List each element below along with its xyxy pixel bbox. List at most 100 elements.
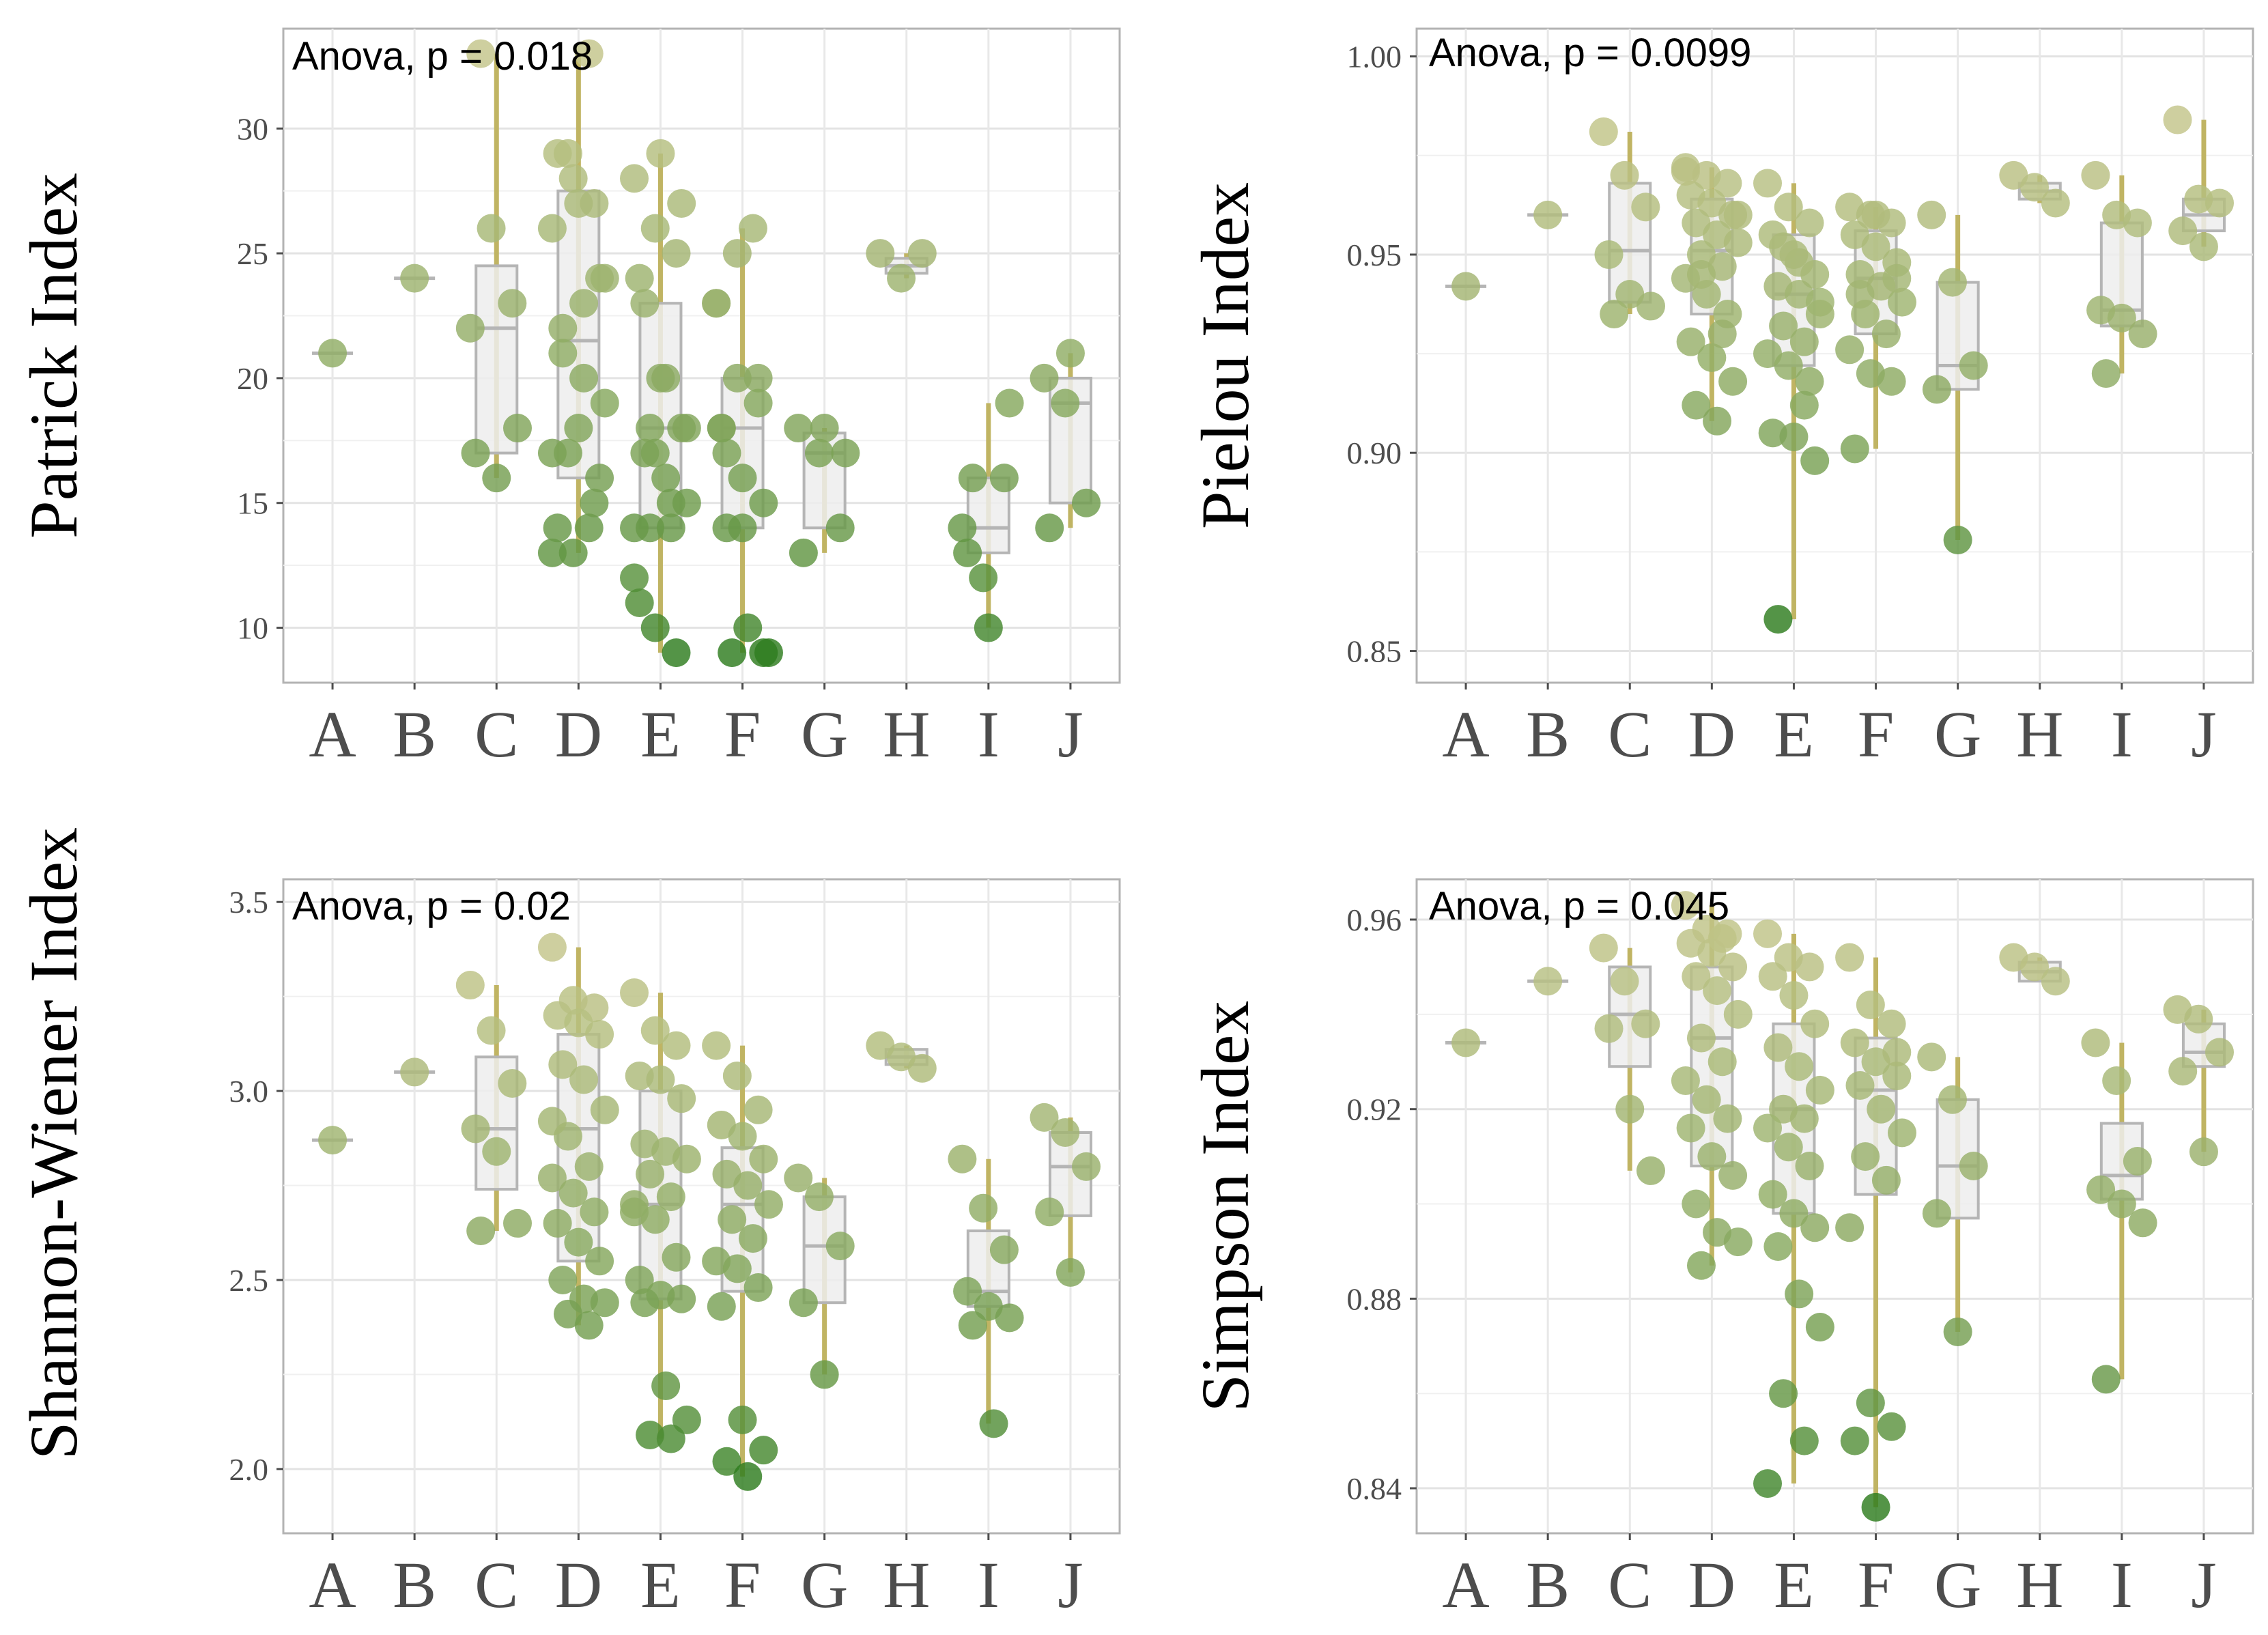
x-tick-label: D bbox=[555, 1548, 602, 1621]
data-point bbox=[1785, 1052, 1814, 1081]
data-point bbox=[2163, 105, 2192, 134]
data-point bbox=[553, 1299, 582, 1328]
data-point bbox=[558, 538, 588, 567]
y-tick-label: 0.95 bbox=[1347, 238, 1402, 272]
x-tick-label: I bbox=[978, 698, 1000, 771]
data-point bbox=[2123, 208, 2152, 238]
data-point bbox=[2205, 1038, 2234, 1067]
data-point bbox=[707, 1110, 736, 1139]
x-tick-label: H bbox=[2016, 698, 2063, 771]
data-marks bbox=[312, 933, 1101, 1491]
data-point bbox=[989, 464, 1019, 493]
data-point bbox=[1686, 1251, 1716, 1280]
data-point bbox=[580, 1197, 609, 1227]
data-point bbox=[585, 1247, 614, 1276]
y-tick-label: 3.5 bbox=[229, 885, 269, 920]
data-point bbox=[1999, 160, 2028, 190]
data-point bbox=[651, 1371, 681, 1401]
data-point bbox=[1882, 1038, 1912, 1067]
x-tick-label: E bbox=[1774, 698, 1814, 771]
data-point bbox=[1035, 513, 1064, 543]
data-point bbox=[1072, 1152, 1101, 1181]
data-point bbox=[728, 513, 757, 543]
data-point bbox=[548, 1265, 578, 1294]
data-point bbox=[1753, 339, 1783, 369]
data-point bbox=[1713, 169, 1742, 198]
data-point bbox=[1959, 1151, 1988, 1180]
data-point bbox=[831, 438, 860, 468]
data-point bbox=[553, 139, 582, 168]
data-point bbox=[784, 1163, 813, 1193]
data-point bbox=[656, 488, 685, 517]
data-point bbox=[1938, 1085, 1967, 1114]
data-point bbox=[1686, 259, 1716, 289]
data-point bbox=[887, 264, 916, 293]
x-tick-label: G bbox=[1934, 698, 1981, 771]
data-point bbox=[789, 538, 818, 567]
data-point bbox=[754, 1190, 783, 1219]
y-tick-label: 0.84 bbox=[1347, 1471, 1402, 1506]
x-tick-label: J bbox=[1058, 1548, 1083, 1621]
x-tick-label: F bbox=[724, 1548, 761, 1621]
data-point bbox=[646, 139, 675, 168]
data-point bbox=[1805, 287, 1834, 317]
data-point bbox=[1686, 1023, 1716, 1053]
data-point bbox=[953, 1277, 982, 1306]
data-point bbox=[1800, 1213, 1830, 1242]
data-point bbox=[1763, 1033, 1793, 1062]
data-point bbox=[1840, 1028, 1869, 1057]
y-tick-label: 20 bbox=[237, 361, 268, 396]
data-point bbox=[733, 1171, 763, 1200]
data-point bbox=[651, 464, 681, 493]
data-point bbox=[948, 1144, 977, 1174]
data-point bbox=[1030, 363, 1059, 393]
data-point bbox=[887, 1042, 916, 1072]
data-point bbox=[738, 214, 767, 243]
x-tick-label: G bbox=[801, 1548, 848, 1621]
data-point bbox=[537, 1163, 567, 1193]
x-tick-label: C bbox=[1608, 1548, 1652, 1621]
data-point bbox=[1917, 1042, 1946, 1072]
data-point bbox=[718, 638, 747, 668]
data-point bbox=[953, 538, 982, 567]
data-point bbox=[590, 1095, 619, 1124]
anova-annotation: Anova, p = 0.0099 bbox=[1429, 31, 1751, 75]
data-point bbox=[2107, 1189, 2136, 1219]
data-point bbox=[989, 1235, 1019, 1264]
data-point bbox=[1882, 264, 1912, 293]
x-tick-label: E bbox=[640, 1548, 681, 1621]
plot-area bbox=[1415, 27, 2254, 684]
data-point bbox=[672, 1144, 701, 1174]
data-point bbox=[728, 1405, 757, 1434]
y-tick-label: 10 bbox=[237, 611, 268, 646]
data-point bbox=[1707, 319, 1737, 349]
data-point bbox=[590, 264, 619, 293]
data-point bbox=[707, 414, 736, 443]
data-point bbox=[2205, 188, 2234, 218]
data-point bbox=[1615, 280, 1645, 309]
y-axis-label: Patrick Index bbox=[16, 173, 91, 539]
data-point bbox=[656, 513, 685, 543]
data-point bbox=[2020, 173, 2050, 202]
data-point bbox=[503, 414, 532, 443]
data-point bbox=[558, 1178, 588, 1208]
data-point bbox=[569, 289, 599, 318]
data-point bbox=[1877, 1412, 1906, 1441]
x-tick-label: A bbox=[309, 698, 356, 771]
data-point bbox=[733, 613, 763, 642]
x-tick-label: A bbox=[1442, 1548, 1489, 1621]
data-point bbox=[1697, 188, 1727, 218]
data-point bbox=[1723, 999, 1753, 1029]
x-tick-label: D bbox=[555, 698, 602, 771]
data-point bbox=[1703, 976, 1732, 1006]
data-point bbox=[1840, 434, 1869, 464]
data-point bbox=[728, 1122, 757, 1151]
data-point bbox=[1671, 891, 1700, 920]
data-point bbox=[722, 239, 752, 268]
data-point bbox=[636, 1159, 665, 1189]
data-point bbox=[2041, 188, 2070, 218]
